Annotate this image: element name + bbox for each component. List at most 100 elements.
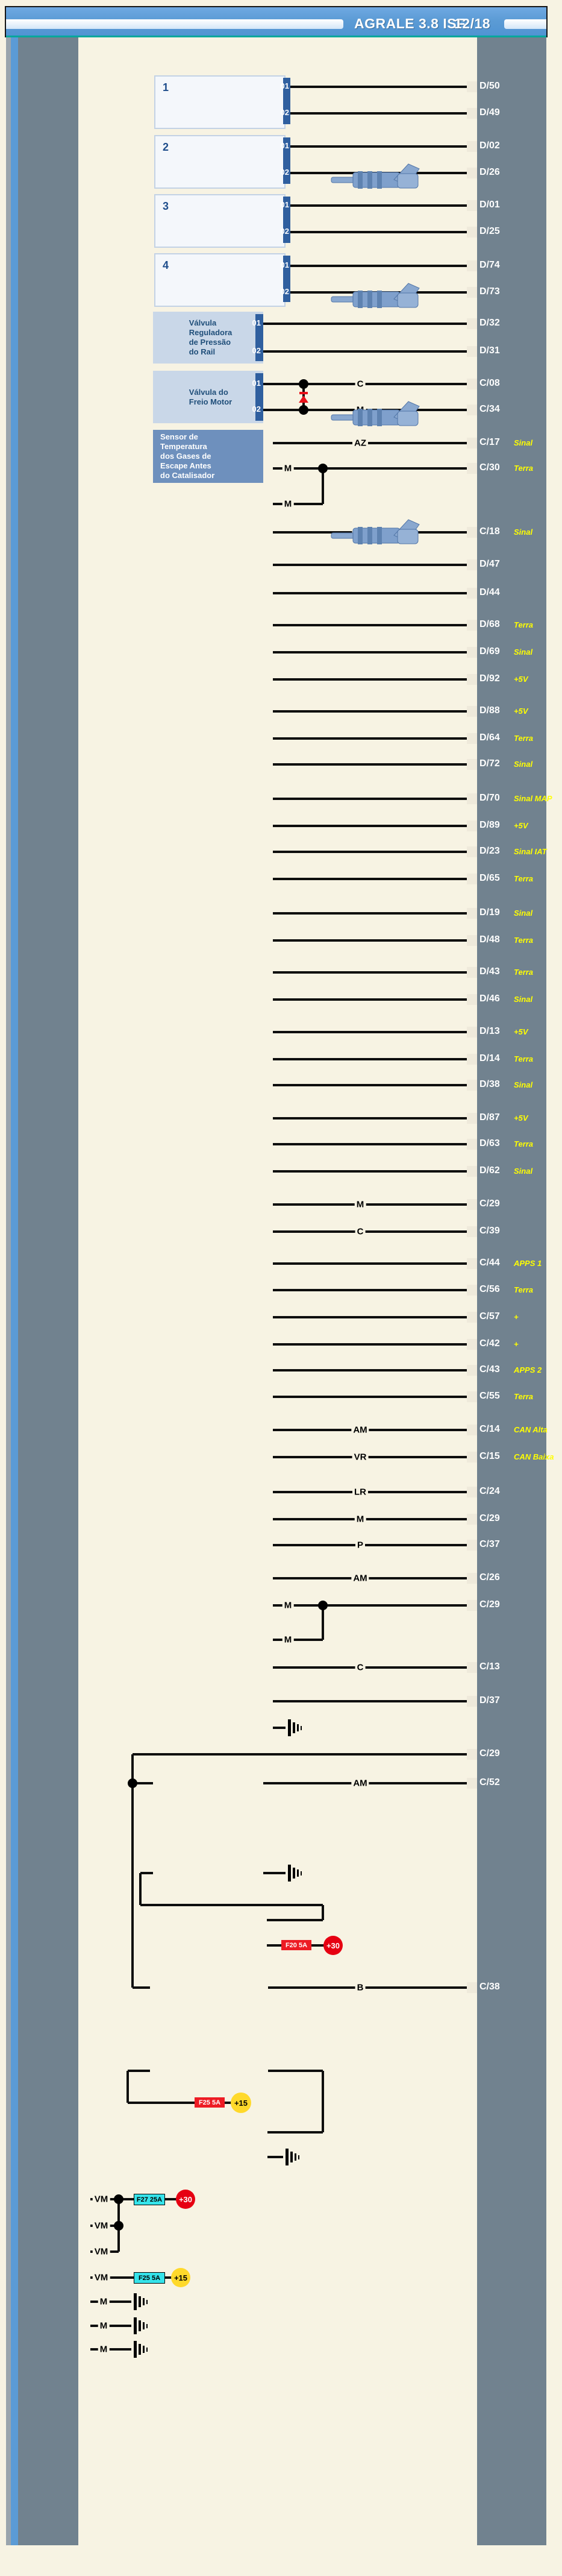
right-pin: D/46 <box>479 994 500 1004</box>
wire-color-label: M <box>98 2296 110 2307</box>
right-pin-note: Terra <box>514 1054 534 1063</box>
junction-dot <box>299 379 308 389</box>
right-pin: D/31 <box>479 345 500 356</box>
wire <box>133 1753 469 1756</box>
right-gray-column <box>477 37 546 2545</box>
ground-icon <box>146 2299 148 2304</box>
ground-icon <box>297 1724 299 1731</box>
right-pin-notch <box>467 967 477 978</box>
right-pin-notch <box>467 935 477 946</box>
right-pin: D/48 <box>479 934 500 945</box>
component-label: Válvula do Freio Motor <box>189 387 233 406</box>
ground-icon <box>288 1719 291 1736</box>
ground-icon <box>143 2322 145 2329</box>
junction-dot <box>318 464 328 473</box>
right-pin: D/74 <box>479 260 500 270</box>
wire <box>273 1343 469 1346</box>
wire-color-label: AM <box>351 1778 369 1789</box>
right-pin-notch <box>467 1452 477 1463</box>
right-pin-notch <box>467 647 477 658</box>
right-pin-notch <box>467 1982 477 1993</box>
wire <box>90 2325 131 2327</box>
right-pin-notch <box>467 1600 477 1611</box>
wire <box>263 350 469 353</box>
right-pin-note: CAN Baixa <box>514 1452 554 1461</box>
wire <box>273 1230 469 1233</box>
wire <box>273 1577 469 1579</box>
wire <box>273 1031 469 1033</box>
wire-color-label: VM <box>92 2220 110 2231</box>
wire <box>290 231 469 233</box>
right-pin: D/14 <box>479 1053 500 1063</box>
right-pin-note: Sinal <box>514 760 533 769</box>
right-pin-notch <box>467 1540 477 1551</box>
right-pin-note: +5V <box>514 707 528 716</box>
right-pin-notch <box>467 733 477 744</box>
right-pin: D/23 <box>479 846 500 856</box>
wire <box>273 1604 469 1607</box>
wire <box>290 145 469 148</box>
diode-icon <box>299 395 308 403</box>
wire <box>273 798 469 800</box>
right-pin: D/43 <box>479 966 500 977</box>
right-pin-notch <box>467 1662 477 1673</box>
right-pin-notch <box>467 1696 477 1707</box>
right-pin-notch <box>467 108 477 119</box>
wire <box>267 1919 323 1921</box>
pin-02: 02 <box>252 405 261 414</box>
wire-color-label: AM <box>351 1425 369 1435</box>
header-teal-line <box>6 36 546 37</box>
right-pin-notch <box>467 820 477 831</box>
wire-color-label: M <box>282 1634 294 1645</box>
injector-image <box>331 401 420 426</box>
right-pin: D/87 <box>479 1112 500 1123</box>
ground-icon <box>134 2341 137 2358</box>
wire <box>273 1262 469 1265</box>
junction-dot <box>128 1778 137 1788</box>
right-pin-note: CAN Alta <box>514 1425 548 1434</box>
supply-terminal-15: +15 <box>171 2268 190 2287</box>
right-pin-note: Terra <box>514 874 534 883</box>
wire <box>273 503 323 505</box>
ground-icon <box>134 2293 137 2310</box>
wire <box>128 2070 150 2072</box>
injector-number: 4 <box>163 259 169 271</box>
ground-icon <box>143 2298 145 2305</box>
supply-terminal-15: +15 <box>231 2093 251 2113</box>
right-pin: C/55 <box>479 1391 500 1401</box>
ground-icon <box>134 2317 137 2334</box>
right-pin-notch <box>467 1166 477 1177</box>
right-pin-notch <box>467 200 477 211</box>
right-pin: D/26 <box>479 167 500 177</box>
pin-01: 01 <box>280 81 289 90</box>
wire <box>273 678 469 681</box>
wire <box>273 912 469 915</box>
wire <box>273 624 469 626</box>
wire-vertical <box>131 1754 134 1988</box>
wire <box>267 2156 283 2158</box>
ground-icon <box>286 2149 289 2165</box>
right-pin: D/70 <box>479 793 500 803</box>
wire <box>273 1369 469 1371</box>
right-pin-note: APPS 2 <box>514 1365 542 1375</box>
right-pin-notch <box>467 463 477 474</box>
right-pin: C/08 <box>479 378 500 388</box>
junction-dot <box>318 1601 328 1610</box>
right-pin-notch <box>467 994 477 1005</box>
wire <box>133 1782 153 1784</box>
right-pin: C/17 <box>479 437 500 447</box>
wire <box>128 2102 195 2104</box>
right-pin: D/32 <box>479 318 500 328</box>
right-pin: D/25 <box>479 226 500 236</box>
right-pin-note: Terra <box>514 936 534 945</box>
right-pin-notch <box>467 346 477 357</box>
wire-color-label: M <box>282 499 294 509</box>
right-pin: C/37 <box>479 1539 500 1549</box>
wire <box>164 2198 176 2200</box>
injetor-2 <box>154 135 420 308</box>
pin-01: 01 <box>252 318 261 327</box>
right-pin: D/44 <box>479 587 500 597</box>
wire <box>273 1117 469 1120</box>
right-pin-notch <box>467 141 477 152</box>
right-pin-notch <box>467 1339 477 1350</box>
